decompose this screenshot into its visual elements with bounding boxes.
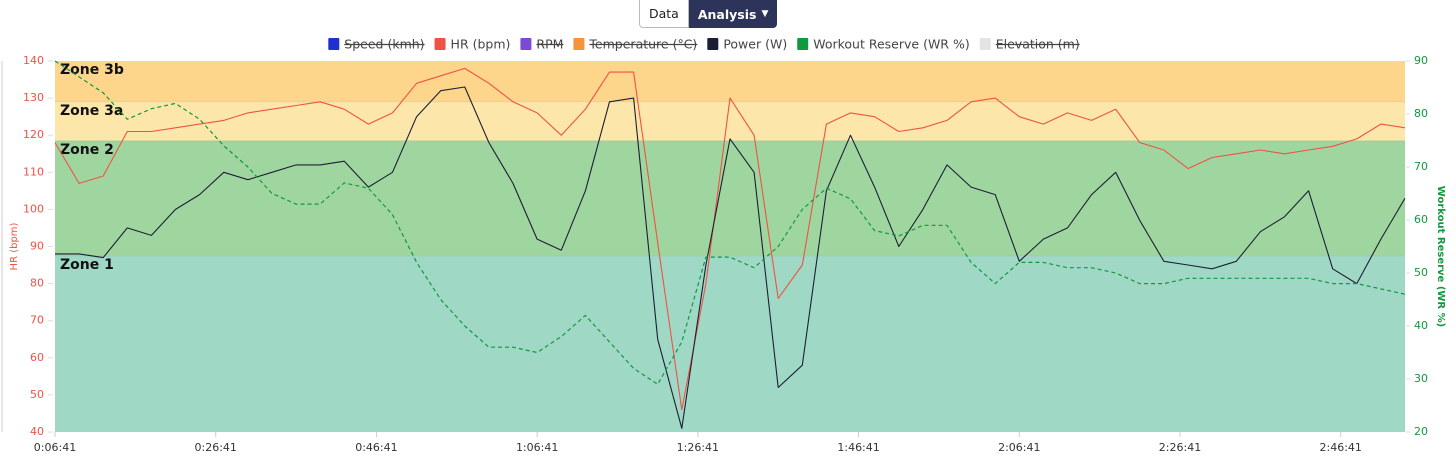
analysis-label: Analysis xyxy=(697,6,757,22)
legend-swatch xyxy=(520,38,532,50)
series-line xyxy=(54,67,1406,411)
legend-swatch xyxy=(707,38,719,50)
x-tick-label: 2:06:41 xyxy=(998,441,1040,454)
zone-band xyxy=(55,101,1405,141)
y2-tick-label: 60 xyxy=(1414,213,1428,226)
series-line xyxy=(55,86,1406,429)
legend-label: Workout Reserve (WR %) xyxy=(813,37,970,52)
zone-label: Zone 1 xyxy=(60,257,114,273)
zone-label: Zone 3b xyxy=(60,62,124,78)
y-tick-label: 80 xyxy=(30,277,44,290)
x-tick-label: 0:06:41 xyxy=(34,441,76,454)
legend-label: HR (bpm) xyxy=(451,37,511,52)
legend-swatch xyxy=(573,38,585,50)
toolbar: Data Analysis ▼ xyxy=(639,0,778,28)
y-tick-label: 90 xyxy=(30,240,44,253)
y2-tick-label: 50 xyxy=(1414,266,1428,279)
x-tick-label: 1:46:41 xyxy=(837,441,879,454)
y2-tick-label: 90 xyxy=(1414,54,1428,67)
legend-swatch xyxy=(797,38,809,50)
y2-tick-label: 20 xyxy=(1414,425,1428,438)
y-tick-label: 140 xyxy=(23,54,44,67)
y-tick-label: 40 xyxy=(30,425,44,438)
zone-label: Zone 2 xyxy=(60,142,114,158)
legend-label: Elevation (m) xyxy=(996,37,1080,52)
y-tick-label: 60 xyxy=(30,351,44,364)
y2-tick-label: 40 xyxy=(1414,319,1428,332)
y2-axis-title: Workout Reserve (WR %) xyxy=(1435,186,1446,327)
x-tick-label: 2:46:41 xyxy=(1320,441,1362,454)
x-tick-label: 1:26:41 xyxy=(677,441,719,454)
legend-label: Temperature (°C) xyxy=(588,37,697,52)
legend-swatch xyxy=(328,38,340,50)
y-tick-label: 120 xyxy=(23,128,44,141)
analysis-button[interactable]: Analysis ▼ xyxy=(688,0,778,28)
series-line xyxy=(54,60,1406,385)
legend: Speed (kmh) HR (bpm) RPM Temperature (°C) Po… xyxy=(328,37,1080,52)
y-tick-label: 100 xyxy=(23,202,44,215)
caret: ▼ xyxy=(761,9,769,19)
legend-label: RPM xyxy=(536,37,563,52)
y2-tick-label: 70 xyxy=(1414,160,1428,173)
y2-tick-label: 30 xyxy=(1414,372,1428,385)
y-tick-label: 50 xyxy=(30,388,44,401)
zone-band xyxy=(55,140,1405,256)
zone-band xyxy=(55,61,1405,102)
zone-label: Zone 3a xyxy=(60,103,123,119)
x-tick-label: 0:46:41 xyxy=(355,441,397,454)
legend-label: Power (W) xyxy=(723,37,787,52)
x-tick-label: 0:26:41 xyxy=(195,441,237,454)
x-tick-label: 2:26:41 xyxy=(1159,441,1201,454)
x-tick-label: 1:06:41 xyxy=(516,441,558,454)
legend-label: Speed (kmh) xyxy=(344,37,424,52)
y-axis-title: HR (bpm) xyxy=(9,222,20,270)
legend-item[interactable]: Temperature (°C) xyxy=(573,37,697,52)
y2-tick-label: 80 xyxy=(1414,107,1428,120)
legend-item[interactable]: HR (bpm) xyxy=(434,37,511,52)
legend-swatch xyxy=(979,38,991,50)
legend-item[interactable]: Speed (kmh) xyxy=(328,37,425,52)
legend-item[interactable]: Elevation (m) xyxy=(979,37,1080,52)
zone-band xyxy=(55,255,1405,432)
legend-item[interactable]: Power (W) xyxy=(707,37,787,52)
y-tick-label: 130 xyxy=(23,91,44,104)
legend-item[interactable]: Workout Reserve (WR %) xyxy=(797,37,970,52)
y-tick-label: 70 xyxy=(30,314,44,327)
y-tick-label: 110 xyxy=(23,165,44,178)
legend-item[interactable]: RPM xyxy=(520,37,563,52)
legend-swatch xyxy=(434,38,446,50)
data-button[interactable]: Data xyxy=(639,0,689,28)
